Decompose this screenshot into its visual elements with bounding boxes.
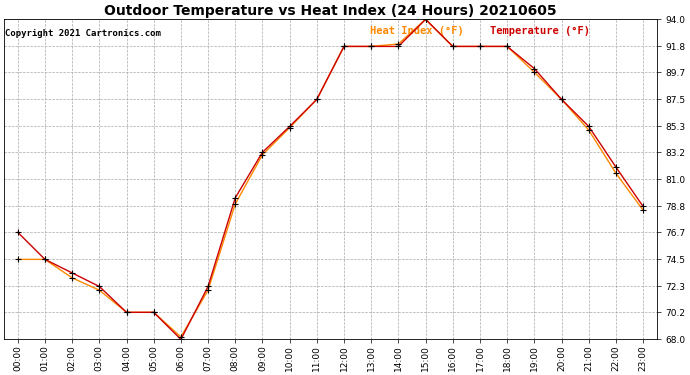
Text: Temperature (°F): Temperature (°F)	[491, 26, 590, 36]
Text: Copyright 2021 Cartronics.com: Copyright 2021 Cartronics.com	[6, 29, 161, 38]
Text: Heat Index (°F): Heat Index (°F)	[370, 26, 463, 36]
Title: Outdoor Temperature vs Heat Index (24 Hours) 20210605: Outdoor Temperature vs Heat Index (24 Ho…	[104, 4, 557, 18]
